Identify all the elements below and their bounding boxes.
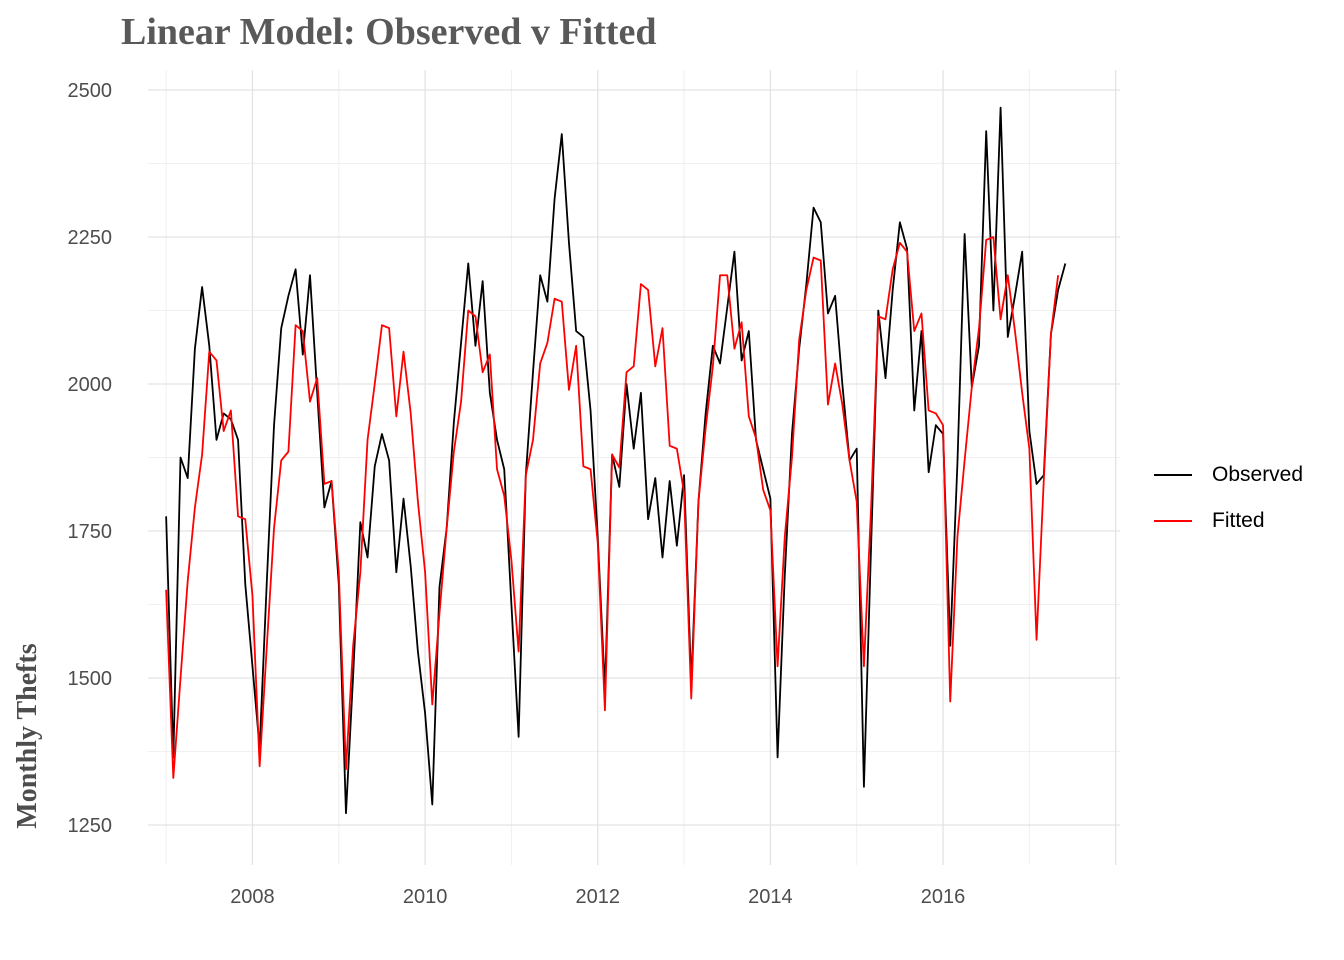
fitted-line-swatch — [1154, 520, 1192, 522]
legend-label-observed: Observed — [1212, 463, 1304, 486]
x-axis-tick-label: 2008 — [230, 886, 275, 908]
chart-title: Linear Model: Observed v Fitted — [121, 11, 657, 53]
y-axis-tick-label: 1750 — [68, 521, 113, 543]
legend: Observed Fitted — [1154, 452, 1303, 544]
observed-line — [165, 106, 1067, 815]
y-axis-title: Monthly Thefts — [12, 643, 43, 829]
y-axis-tick-label: 1500 — [68, 668, 113, 690]
legend-label-fitted: Fitted — [1212, 509, 1265, 532]
legend-item-fitted: Fitted — [1154, 498, 1303, 544]
y-axis-tick-label: 2250 — [68, 227, 113, 249]
x-axis-tick-label: 2010 — [403, 886, 448, 908]
y-axis-tick-label: 2500 — [68, 80, 113, 102]
legend-item-observed: Observed — [1154, 452, 1303, 498]
x-axis-tick-label: 2012 — [575, 886, 620, 908]
fitted-line — [165, 236, 1060, 779]
x-axis-tick-label: 2016 — [921, 886, 966, 908]
observed-line-swatch — [1154, 474, 1192, 476]
y-axis-tick-label: 2000 — [68, 374, 113, 396]
x-axis-tick-label: 2014 — [748, 886, 793, 908]
y-axis-tick-label: 1250 — [68, 815, 113, 837]
